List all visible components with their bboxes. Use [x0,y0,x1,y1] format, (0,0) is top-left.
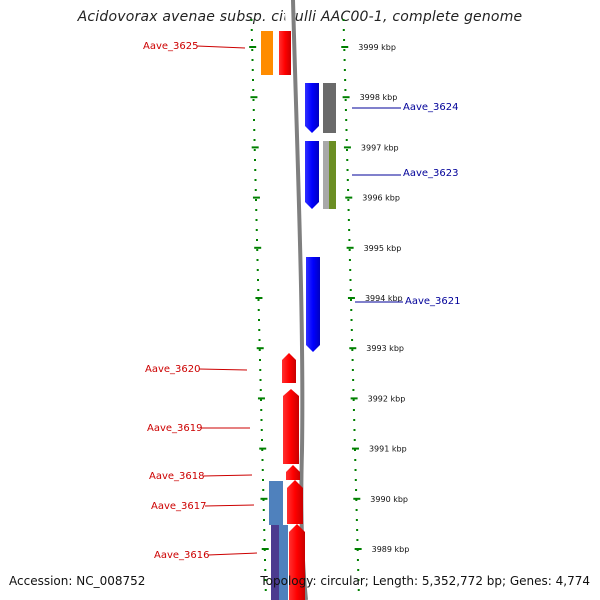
gene-aave-3619[interactable] [283,389,299,464]
gene-label-aave-3623[interactable]: Aave_3623 [403,168,459,179]
gene-leader-line [198,368,248,371]
kbp-scale: 3999 kbp 3998 kbp 3997 kbp 3996 kbp 3995 kbp… [249,43,409,554]
gene-aave-3616-purple[interactable] [271,525,279,600]
gene-aave-3617-steel[interactable] [269,481,283,525]
gene-aave-3616[interactable] [289,524,305,600]
gene-aave-3623-olive[interactable] [329,141,336,209]
genome-summary: Topology: circular; Length: 5,352,772 bp… [260,574,590,588]
kbp-label: 3996 kbp [362,194,400,203]
kbp-label: 3998 kbp [360,93,398,102]
kbp-label: 3989 kbp [372,545,410,554]
gene-aave-3624[interactable] [305,83,319,133]
kbp-label: 3997 kbp [361,143,399,152]
gene-aave-3621[interactable] [306,257,320,352]
gene-aave-3617[interactable] [287,480,303,524]
gene-leader-line [207,552,258,556]
map-title: Acidovorax avenae subsp. citrulli AAC00-… [77,9,523,25]
gene-aave-3623-gray[interactable] [323,141,329,209]
gene-label-aave-3625[interactable]: Aave_3625 [143,41,199,52]
kbp-label: 3991 kbp [369,445,407,454]
gene-aave-3625-orange[interactable] [261,31,273,75]
gene-label-aave-3620[interactable]: Aave_3620 [145,364,201,375]
kbp-label: 3999 kbp [358,43,396,52]
gene-label-aave-3621[interactable]: Aave_3621 [405,296,461,307]
gene-label-aave-3624[interactable]: Aave_3624 [403,102,459,113]
gene-aave-3623[interactable] [305,141,319,209]
kbp-label: 3993 kbp [366,344,404,353]
gene-label-aave-3617[interactable]: Aave_3617 [151,501,207,512]
kbp-label: 3992 kbp [368,394,406,403]
gene-aave-3620[interactable] [282,353,296,383]
gene-label-group: Aave_3625 Aave_3624 Aave_3623 Aave_3621 Aave… [143,41,461,561]
gene-aave-3624-gray[interactable] [323,83,336,133]
gene-label-aave-3619[interactable]: Aave_3619 [147,423,203,434]
gene-label-aave-3618[interactable]: Aave_3618 [149,471,205,482]
kbp-label: 3990 kbp [370,495,408,504]
gene-label-aave-3616[interactable]: Aave_3616 [154,550,210,561]
gene-aave-3616-steel[interactable] [279,525,288,600]
gene-aave-3618[interactable] [286,465,300,480]
kbp-tick-marks [250,19,360,591]
gene-aave-3625[interactable] [279,31,291,75]
kbp-label: 3994 kbp [365,294,403,303]
gene-leader-line [196,45,246,49]
gene-leader-line [204,504,255,507]
gene-leader-line [202,474,253,477]
accession-text: Accession: NC_008752 [9,574,146,588]
kbp-label: 3995 kbp [364,244,402,253]
